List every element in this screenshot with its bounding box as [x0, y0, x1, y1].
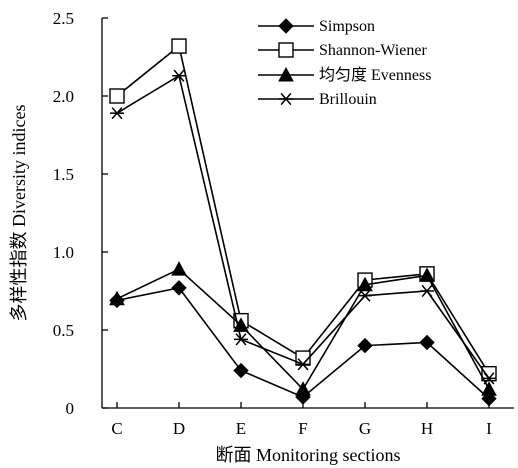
- point-brillouin: [358, 289, 372, 302]
- legend-item-brillouin: Brillouin: [258, 91, 377, 108]
- point-simpson: [357, 337, 373, 354]
- x-tick-label: H: [421, 419, 433, 438]
- y-axis-ticks: 0 0.5 1.0 1.5 2.0 2.5: [53, 9, 108, 418]
- y-tick-label: 2.0: [53, 87, 74, 106]
- series-shannon-wiener: [109, 38, 497, 382]
- legend-label: Shannon-Wiener: [319, 42, 427, 59]
- legend-label: Simpson: [319, 18, 375, 35]
- point-simpson: [419, 334, 435, 351]
- x-tick-label: E: [236, 419, 246, 438]
- legend-marker: [278, 66, 294, 82]
- legend-marker: [278, 18, 294, 34]
- point-brillouin: [110, 107, 124, 120]
- point-brillouin: [172, 69, 186, 82]
- point-brillouin: [234, 333, 248, 346]
- series-line-shannon-wiener: [116, 44, 490, 375]
- x-tick-label: C: [111, 419, 122, 438]
- point-shannon-wiener: [171, 38, 187, 54]
- axes: [101, 18, 514, 409]
- legend-marker: [279, 92, 293, 106]
- legend-item-evenness: 均匀度 Evenness: [258, 66, 431, 84]
- point-brillouin: [296, 358, 310, 371]
- x-axis-ticks: C D E F G H I: [111, 402, 492, 438]
- point-simpson: [171, 280, 187, 296]
- series-brillouin: [110, 69, 496, 385]
- series-layer: [109, 38, 497, 407]
- legend-item-simpson: Simpson: [258, 18, 375, 35]
- x-axis-label: 断面 Monitoring sections: [216, 445, 401, 465]
- point-evenness: [171, 261, 187, 276]
- point-evenness: [481, 381, 497, 396]
- y-tick-label: 1.0: [53, 243, 74, 262]
- point-evenness: [357, 276, 373, 292]
- point-evenness: [419, 267, 435, 282]
- point-brillouin: [482, 372, 496, 385]
- point-simpson: [233, 362, 249, 379]
- point-evenness: [109, 290, 125, 306]
- legend-label: 均匀度 Evenness: [319, 66, 431, 84]
- legend-item-shannon-wiener: Shannon-Wiener: [258, 42, 427, 59]
- x-tick-label: I: [486, 419, 492, 438]
- y-tick-label: 1.5: [53, 165, 74, 184]
- legend-label: Brillouin: [319, 91, 377, 108]
- point-shannon-wiener: [481, 365, 497, 382]
- y-tick-label: 0: [66, 399, 75, 418]
- y-axis-label: 多样性指数 Diversity indices: [9, 105, 29, 322]
- point-shannon-wiener: [109, 88, 125, 104]
- x-tick-label: D: [173, 419, 185, 438]
- point-brillouin: [420, 284, 434, 298]
- series-line-brillouin: [116, 74, 490, 379]
- y-tick-label: 0.5: [53, 321, 74, 340]
- legend-marker: [278, 42, 294, 58]
- x-tick-label: G: [359, 419, 371, 438]
- point-evenness: [295, 381, 311, 396]
- series-evenness: [109, 261, 497, 396]
- y-tick-label: 2.5: [53, 9, 74, 28]
- x-tick-label: F: [298, 419, 307, 438]
- legend: Simpson Shannon-Wiener 均匀度 Evenness Brillou…: [258, 18, 431, 108]
